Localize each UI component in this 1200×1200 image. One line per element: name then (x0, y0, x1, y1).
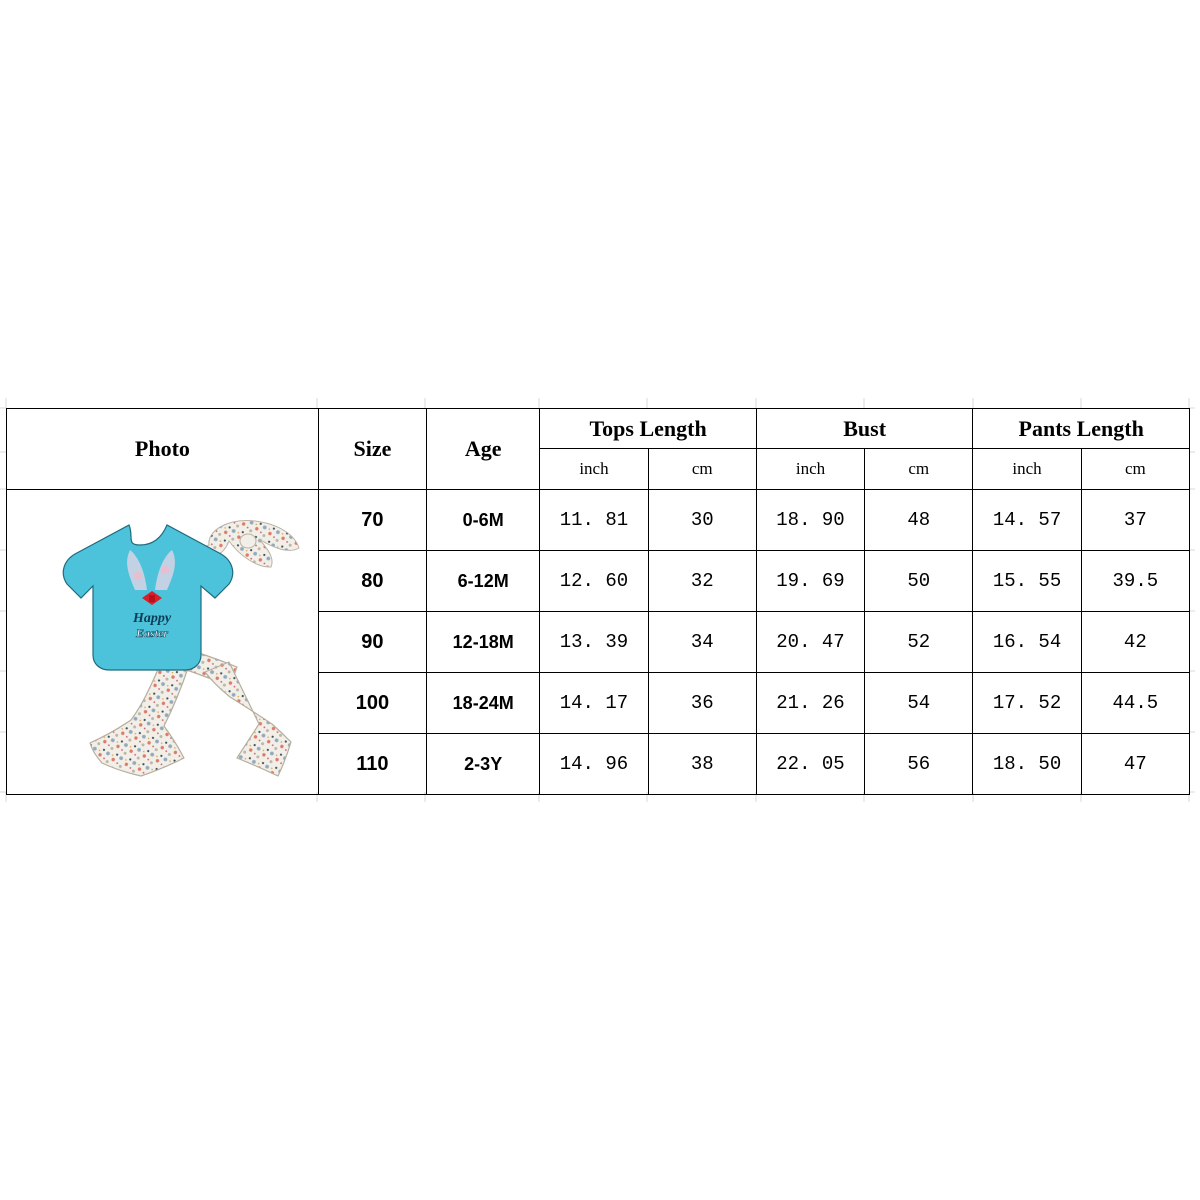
svg-text:Happy: Happy (132, 611, 172, 626)
svg-text:Easter: Easter (135, 626, 168, 640)
